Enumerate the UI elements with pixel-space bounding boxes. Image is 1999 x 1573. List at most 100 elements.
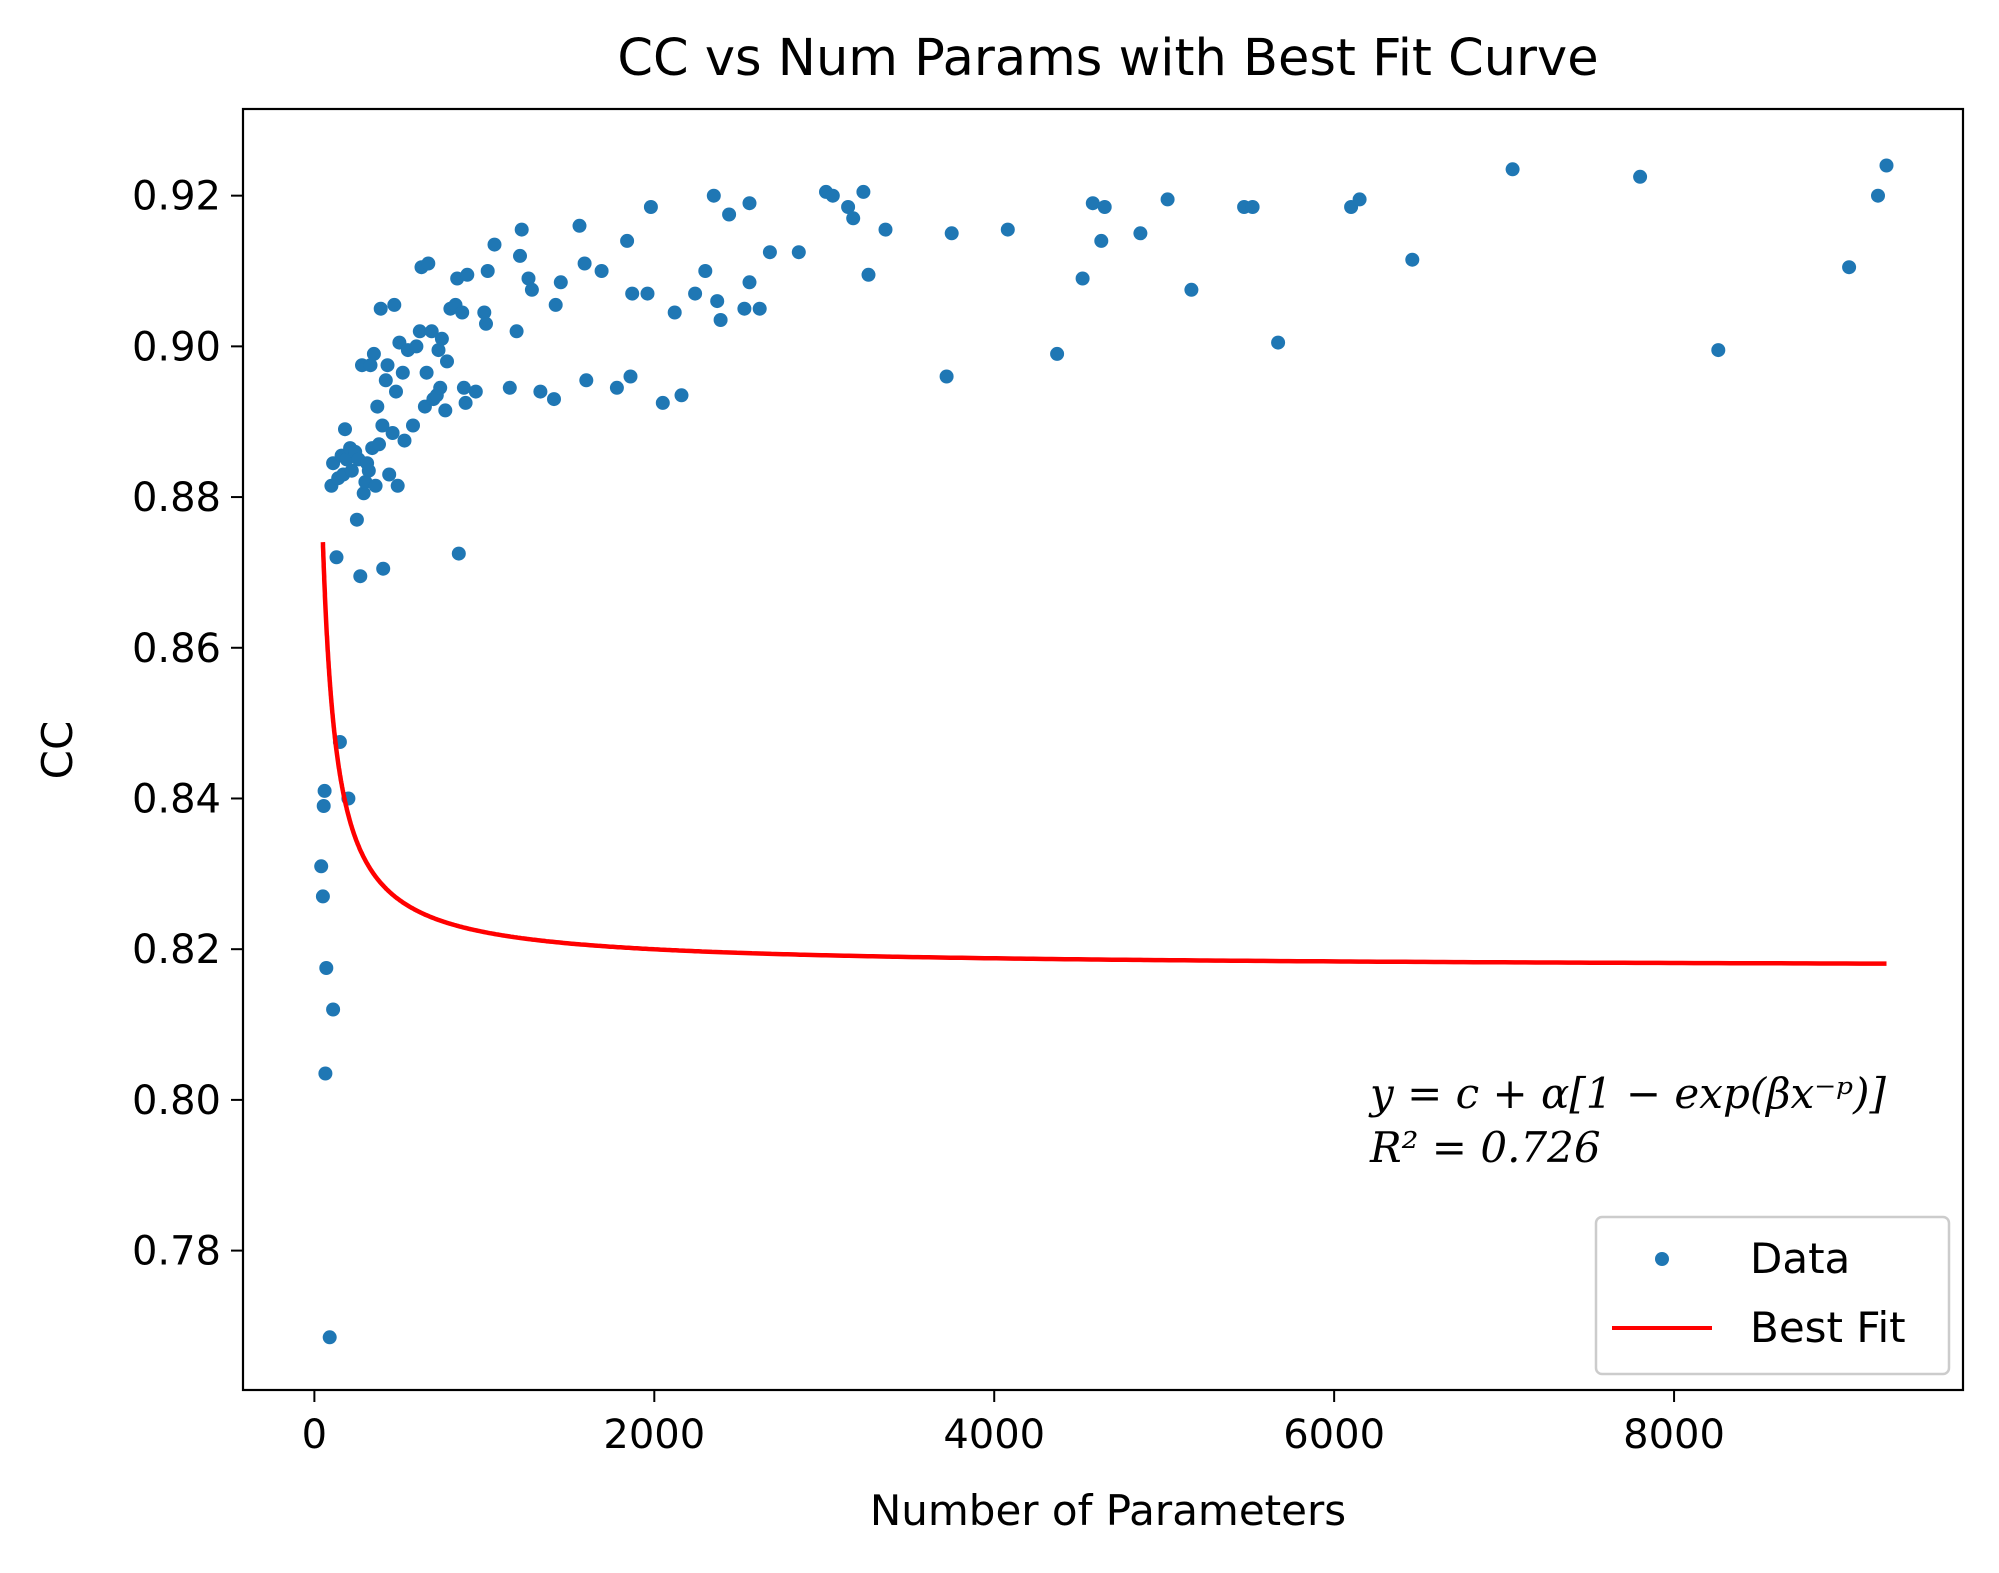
- data-point: [1160, 192, 1175, 207]
- data-point: [594, 264, 609, 278]
- data-point: [706, 188, 721, 203]
- data-point: [424, 324, 439, 339]
- data-point: [373, 301, 388, 316]
- y-axis: 0.78 0.80 0.82 0.84 0.86 0.88 0.90 0.92: [132, 174, 243, 1275]
- y-tick-label: 0.90: [132, 324, 221, 370]
- plot-frame: [241, 107, 1965, 1392]
- data-point: [1271, 335, 1286, 350]
- data-point: [1879, 158, 1894, 173]
- x-tick-label: 8000: [1623, 1412, 1725, 1458]
- x-axis: 0 2000 4000 6000 8000: [302, 1390, 1725, 1458]
- chart-title: CC vs Num Params with Best Fit Curve: [617, 29, 1598, 88]
- data-point: [412, 324, 427, 339]
- data-point: [382, 467, 397, 482]
- data-point: [363, 358, 378, 373]
- data-point: [433, 380, 448, 395]
- data-point: [825, 188, 840, 203]
- data-point: [319, 961, 334, 975]
- legend-box: [1594, 1215, 1951, 1376]
- data-point: [667, 305, 682, 320]
- data-point: [421, 256, 436, 271]
- data-point: [524, 282, 539, 297]
- data-point: [368, 478, 383, 493]
- data-point: [1505, 162, 1520, 177]
- data-point: [762, 245, 777, 260]
- data-point: [329, 550, 344, 565]
- data-point: [317, 783, 332, 798]
- data-point: [939, 369, 954, 384]
- data-point: [623, 369, 638, 384]
- data-point: [460, 267, 475, 282]
- x-tick-label: 4000: [943, 1412, 1045, 1458]
- data-point: [353, 569, 368, 584]
- data-point: [344, 463, 359, 478]
- data-point: [1094, 233, 1109, 248]
- data-point: [451, 546, 466, 561]
- data-point: [455, 305, 470, 320]
- data-point: [861, 267, 876, 282]
- data-point: [710, 294, 725, 309]
- data-point: [1075, 271, 1090, 286]
- data-point: [698, 264, 713, 278]
- data-point: [397, 433, 412, 448]
- data-point: [419, 365, 434, 380]
- data-point: [1085, 196, 1100, 211]
- data-point: [841, 200, 856, 214]
- data-point: [387, 297, 402, 312]
- data-point: [846, 211, 861, 226]
- data-point: [390, 478, 405, 493]
- data-point: [742, 275, 757, 290]
- data-point: [1405, 252, 1420, 267]
- data-point: [1133, 226, 1148, 241]
- data-point: [1842, 260, 1857, 275]
- data-point: [376, 561, 391, 576]
- data-point: [477, 305, 492, 320]
- y-tick-label: 0.84: [132, 776, 221, 822]
- x-tick-label: 6000: [1283, 1412, 1385, 1458]
- data-point: [480, 264, 495, 278]
- data-point: [434, 331, 449, 346]
- data-point: [349, 512, 364, 527]
- data-point: [713, 313, 728, 327]
- data-point: [674, 388, 689, 403]
- data-point: [547, 392, 561, 407]
- data-point: [315, 889, 330, 904]
- y-tick-label: 0.78: [132, 1229, 221, 1275]
- plot-area: [241, 107, 1965, 1392]
- data-point: [521, 271, 536, 286]
- data-point: [385, 426, 400, 440]
- data-point: [487, 237, 502, 252]
- data-point: [944, 226, 959, 241]
- data-point: [395, 365, 410, 380]
- data-point: [406, 418, 420, 433]
- data-point: [458, 395, 473, 410]
- legend-fit-label: Best Fit: [1750, 1303, 1906, 1352]
- data-point: [579, 373, 594, 388]
- data-point: [1711, 343, 1726, 358]
- data-point: [514, 222, 529, 237]
- data-point: [380, 358, 395, 373]
- data-point: [1352, 192, 1367, 207]
- y-tick-label: 0.88: [132, 475, 221, 521]
- data-point: [1184, 282, 1199, 297]
- data-point: [378, 373, 393, 388]
- x-tick-label: 2000: [603, 1412, 705, 1458]
- data-point: [356, 486, 371, 501]
- data-point: [513, 248, 527, 263]
- data-point: [1245, 200, 1260, 214]
- data-point: [737, 301, 752, 316]
- x-tick-label: 0: [302, 1412, 327, 1458]
- data-point: [722, 207, 737, 222]
- data-point: [318, 1066, 333, 1081]
- data-point: [856, 184, 871, 199]
- data-point: [655, 395, 670, 410]
- fit-equation: y = c + α[1 − exp(βx⁻ᵖ)]: [1368, 1069, 1887, 1118]
- data-point: [479, 316, 493, 331]
- data-point: [314, 859, 329, 874]
- legend: Data Best Fit: [1594, 1215, 1951, 1376]
- fit-annotation: y = c + α[1 − exp(βx⁻ᵖ)] R² = 0.726: [1368, 1069, 1887, 1172]
- data-point: [577, 256, 592, 271]
- data-point: [878, 222, 893, 237]
- best-fit-curve: [320, 541, 1887, 966]
